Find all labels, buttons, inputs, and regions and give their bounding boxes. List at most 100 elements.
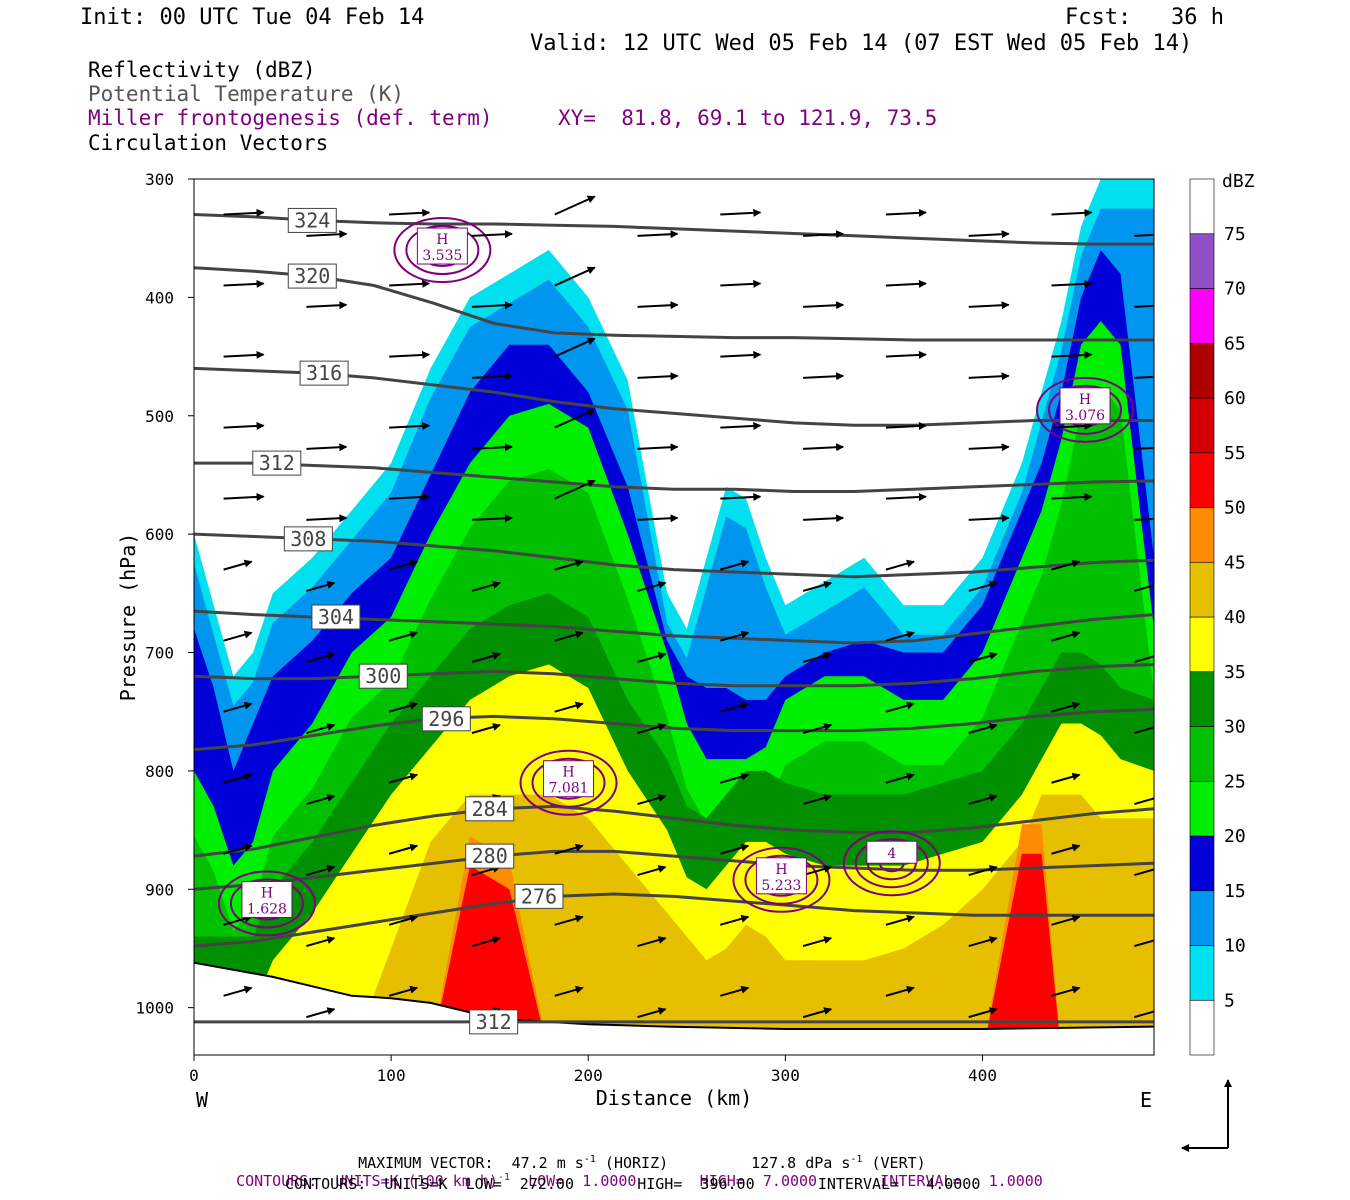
frontogenesis-max-box — [866, 840, 918, 864]
circulation-vector — [388, 630, 419, 642]
circulation-vector — [223, 914, 253, 926]
isentrope-label: 312 — [259, 451, 295, 475]
circulation-vector — [306, 936, 336, 948]
isentrope-label: 316 — [306, 361, 342, 385]
circulation-vector — [1051, 208, 1093, 217]
circulation-vector — [968, 936, 998, 948]
circulation-vector — [554, 985, 584, 997]
frontogenesis-contour — [405, 225, 480, 276]
circulation-vector — [389, 350, 431, 359]
circulation-vector — [471, 301, 513, 310]
circulation-vector — [554, 559, 584, 571]
circulation-vector — [1134, 868, 1154, 877]
circulation-vector — [388, 843, 419, 855]
isentrope-label: 304 — [318, 605, 354, 629]
circulation-vector — [803, 301, 845, 310]
footer-contours-theta: CONTOURS: UNITS=K LOW= 272.00 HIGH= 396.… — [285, 1175, 981, 1193]
colorbar-swatch — [1189, 999, 1215, 1056]
frontogenesis-max-value: 1.628 — [247, 901, 287, 917]
circulation-vector — [554, 479, 596, 500]
circulation-vector — [471, 936, 501, 948]
frontogenesis-contour — [1048, 384, 1123, 435]
colorbar-swatch — [1189, 342, 1215, 399]
circulation-vector — [637, 301, 679, 310]
x-end-label-east: E — [1140, 1088, 1152, 1112]
colorbar-swatch-top — [1189, 178, 1215, 235]
circulation-vector — [223, 772, 253, 784]
x-end-label-west: W — [196, 1088, 209, 1112]
circulation-vector — [388, 772, 419, 784]
circulation-vector — [637, 723, 667, 734]
circulation-vector — [968, 443, 1010, 452]
frontogenesis-contour — [854, 838, 929, 889]
circulation-vector — [885, 701, 915, 713]
circulation-vector — [223, 701, 253, 713]
circulation-vector — [1051, 843, 1081, 855]
footer-contours-frontogenesis: CONTOURS: UNITS=K (100 km h)-1 LOW= 1.00… — [218, 1158, 1043, 1189]
frontogenesis-contour — [393, 217, 492, 284]
colorbar-tick-label: 10 — [1224, 936, 1246, 957]
x-tick-label: 400 — [968, 1066, 997, 1085]
y-axis-label: Pressure (hPa) — [116, 533, 140, 702]
colorbar-tick-label: 50 — [1224, 498, 1246, 519]
isentrope-316 — [194, 366, 1154, 427]
circulation-vector — [306, 301, 348, 310]
circulation-vector — [1051, 421, 1093, 430]
isentrope-324 — [194, 213, 1154, 246]
frontogenesis-contour — [842, 830, 941, 897]
x-axis-label: Distance (km) — [596, 1086, 753, 1110]
circulation-vector — [1051, 630, 1081, 642]
circulation-vector — [1134, 446, 1154, 450]
y-tick-label: 1000 — [135, 999, 174, 1018]
y-tick-label: 300 — [145, 170, 174, 189]
circulation-vector — [389, 208, 431, 217]
colorbar-tick-label: 25 — [1224, 771, 1246, 792]
circulation-vector — [1051, 772, 1081, 784]
isentrope-label-box — [465, 796, 515, 822]
circulation-vector — [803, 514, 845, 523]
y-tick-label: 900 — [145, 880, 174, 899]
colorbar-tick-label: 70 — [1224, 279, 1246, 300]
circulation-vector — [1134, 517, 1154, 521]
y-tick-label: 400 — [145, 288, 174, 307]
circulation-vector — [637, 514, 679, 523]
circulation-vector — [968, 372, 1010, 381]
isentrope-label-box — [311, 604, 361, 630]
colorbar-swatch — [1189, 452, 1215, 508]
circulation-vector — [1134, 233, 1154, 237]
circulation-vector — [637, 794, 667, 805]
frontogenesis-max-h: H — [562, 765, 574, 781]
frontogenesis-max-value: 4 — [887, 846, 896, 862]
circulation-vector — [720, 559, 750, 571]
isentrope-label: 296 — [428, 707, 464, 731]
circulation-vector — [1134, 304, 1154, 308]
legend-reflectivity: Reflectivity (dBZ) — [88, 58, 316, 82]
circulation-vector — [885, 350, 927, 359]
footer-vert-tag: (VERT) — [862, 1154, 926, 1172]
colorbar-tick-label: 75 — [1224, 224, 1246, 245]
frontogenesis-contour — [744, 854, 819, 905]
x-tick-label: 200 — [574, 1066, 603, 1085]
isentrope-320 — [194, 266, 1154, 342]
circulation-vector — [388, 985, 419, 997]
footer-exp-3: -1 — [497, 1172, 511, 1183]
circulation-vector — [554, 843, 584, 855]
frontogenesis-max-h: H — [1079, 392, 1091, 408]
circulation-vector — [885, 492, 927, 501]
circulation-vector — [968, 865, 998, 877]
frontogenesis-contour — [217, 870, 316, 937]
circulation-vector — [1134, 584, 1154, 592]
circulation-vector — [471, 230, 513, 239]
circulation-vector — [720, 208, 762, 217]
circulation-vector — [554, 337, 596, 358]
frontogenesis-max-box — [543, 760, 595, 798]
circulation-vector — [885, 914, 915, 926]
circulation-vector — [471, 372, 513, 381]
y-tick-label: 700 — [145, 644, 174, 663]
colorbar-swatch — [1189, 780, 1215, 837]
circulation-vector — [223, 350, 265, 359]
circulation-vector — [306, 443, 348, 452]
legend-cross-section-xy: XY= 81.8, 69.1 to 121.9, 73.5 — [558, 106, 938, 130]
colorbar-tick-label: 20 — [1224, 826, 1246, 847]
circulation-vector — [223, 630, 253, 642]
